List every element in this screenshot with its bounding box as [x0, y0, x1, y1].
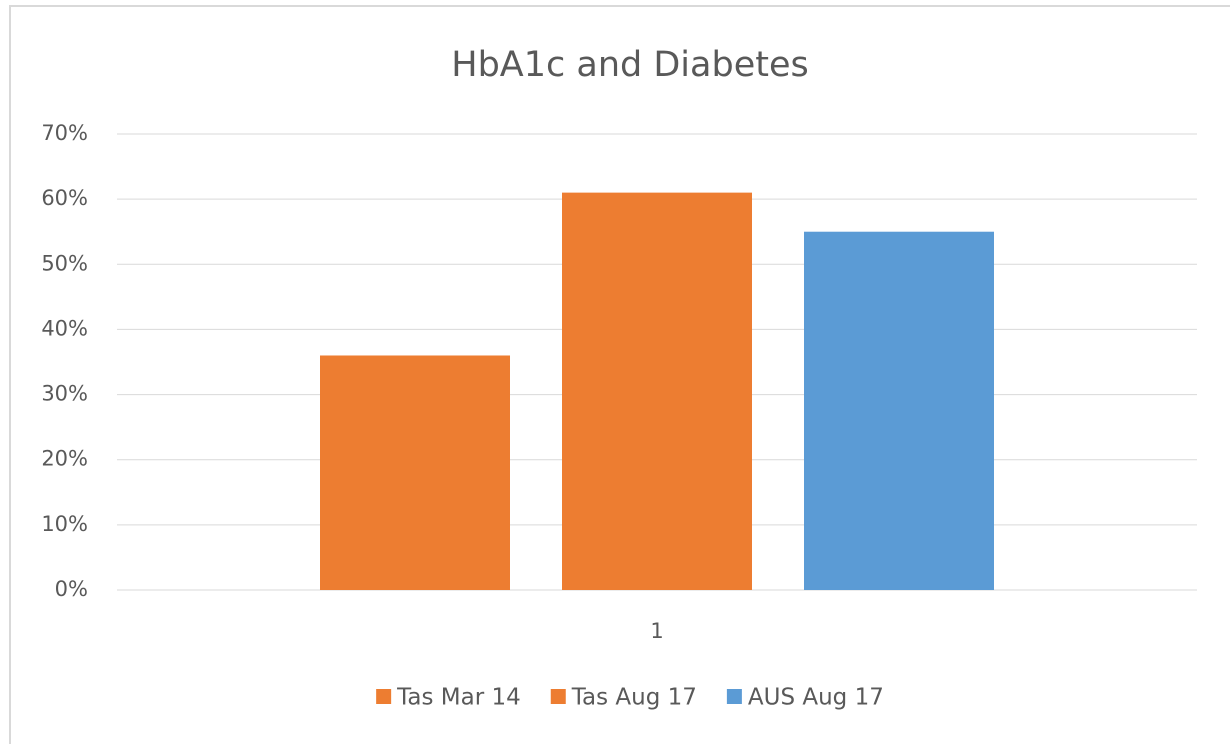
x-tick-label: 1 [650, 619, 663, 643]
y-tick-label: 50% [41, 251, 88, 275]
legend-swatch [376, 689, 392, 704]
legend-swatch [550, 689, 566, 704]
legend-swatch [726, 689, 742, 704]
y-tick-label: 20% [41, 447, 88, 471]
bar [320, 355, 510, 590]
legend-label: AUS Aug 17 [748, 685, 884, 711]
y-tick-label: 70% [41, 121, 88, 145]
legend-label: Tas Aug 17 [571, 685, 697, 711]
bar [804, 231, 994, 590]
legend-label: Tas Mar 14 [396, 685, 521, 711]
y-tick-label: 30% [41, 382, 88, 406]
chart-title: HbA1c and Diabetes [451, 45, 808, 85]
y-tick-label: 0% [55, 577, 88, 601]
y-tick-label: 60% [41, 186, 88, 210]
bar [562, 192, 752, 590]
y-tick-label: 10% [41, 512, 88, 536]
y-tick-label: 40% [41, 316, 88, 340]
